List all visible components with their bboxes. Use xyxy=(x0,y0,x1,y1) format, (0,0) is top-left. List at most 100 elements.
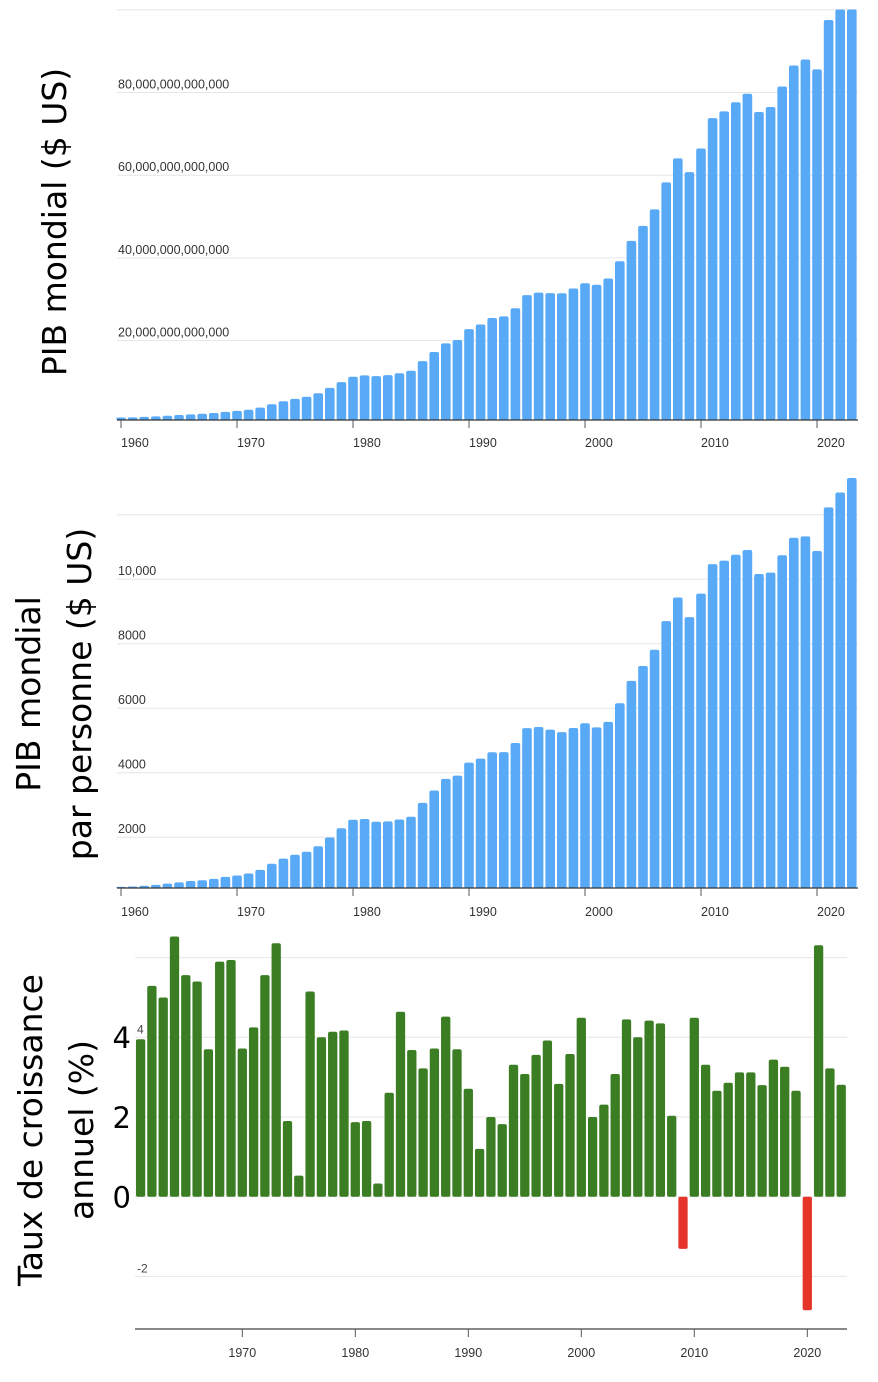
bar-2015 xyxy=(754,574,764,888)
bar-2010 xyxy=(696,593,706,888)
bar-1975 xyxy=(290,398,300,420)
growth-rate-chart: -2024197019801990200020102020024 xyxy=(113,936,847,1360)
bar-2003 xyxy=(610,1073,620,1197)
bar-1997 xyxy=(545,293,555,420)
bar-2007 xyxy=(655,1023,666,1197)
bar-2003 xyxy=(615,703,625,888)
bar-1992 xyxy=(487,318,497,420)
y-tick-label: 80,000,000,000,000 xyxy=(118,78,229,92)
bar-1966 xyxy=(185,881,196,888)
bar-2016 xyxy=(765,107,776,420)
bar-1963 xyxy=(158,997,168,1197)
bar-2015 xyxy=(746,1072,756,1197)
bar-1963 xyxy=(151,416,161,420)
bar-1989 xyxy=(452,340,463,420)
bar-1973 xyxy=(271,943,281,1197)
bar-1995 xyxy=(522,295,532,420)
bar-1996 xyxy=(533,727,544,888)
bar-2002 xyxy=(599,1104,609,1197)
bar-2000 xyxy=(580,283,590,420)
bar-2008 xyxy=(667,1115,677,1197)
bar-2021 xyxy=(823,507,834,888)
bar-1982 xyxy=(371,376,381,420)
bar-1972 xyxy=(255,869,265,888)
x-tick-label: 2020 xyxy=(817,905,845,919)
bar-1978 xyxy=(325,387,335,420)
gdp-chart-ylabel: PIB mondial ($ US) xyxy=(35,68,74,376)
bar-1991 xyxy=(475,324,486,420)
bar-2005 xyxy=(638,665,648,888)
bar-2011 xyxy=(700,1064,711,1197)
bar-1985 xyxy=(406,370,416,420)
bar-1979 xyxy=(336,382,347,420)
x-tick-label: 2000 xyxy=(567,1346,595,1360)
bar-1999 xyxy=(568,728,579,888)
y-tick-label: 4000 xyxy=(118,758,146,772)
bar-1969 xyxy=(220,876,231,888)
x-tick-label: 2000 xyxy=(585,436,613,450)
x-tick-label: 1990 xyxy=(469,436,497,450)
bar-2022 xyxy=(835,492,845,888)
bar-1973 xyxy=(267,863,277,888)
bar-2017 xyxy=(777,86,787,421)
x-tick-label: 1970 xyxy=(228,1346,256,1360)
bar-1970 xyxy=(232,410,242,420)
bar-2021 xyxy=(823,20,834,420)
bar-2020 xyxy=(812,69,822,420)
bar-1977 xyxy=(313,393,323,420)
bar-1967 xyxy=(197,413,207,420)
bar-1979 xyxy=(339,1030,349,1197)
bar-1960 xyxy=(116,417,126,420)
bar-1986 xyxy=(418,1068,428,1197)
bar-2006 xyxy=(649,209,660,420)
bar-1987 xyxy=(429,352,439,420)
bar-1975 xyxy=(294,1175,304,1197)
bar-2012 xyxy=(712,1090,722,1197)
bar-1996 xyxy=(531,1054,541,1197)
x-tick-label: 2010 xyxy=(680,1346,708,1360)
bar-2016 xyxy=(757,1085,767,1197)
bar-1992 xyxy=(486,1117,496,1197)
bar-2018 xyxy=(789,65,799,421)
bar-1994 xyxy=(510,308,521,420)
bar-2012 xyxy=(719,560,729,888)
bar-2023 xyxy=(847,477,857,888)
bar-1984 xyxy=(394,373,405,420)
bar-2011 xyxy=(707,564,718,888)
bar-1966 xyxy=(185,414,196,420)
y-tick-label: 6000 xyxy=(118,693,146,707)
bar-2018 xyxy=(780,1066,790,1197)
bar-1986 xyxy=(417,802,428,888)
growth-ylabel-line1: Taux de croissance xyxy=(11,974,50,1287)
x-tick-label: 1960 xyxy=(121,436,149,450)
bar-2014 xyxy=(734,1072,745,1197)
bar-1994 xyxy=(510,743,521,888)
bar-2023 xyxy=(836,1084,846,1197)
bar-1968 xyxy=(215,961,225,1197)
bar-2004 xyxy=(626,680,637,888)
y-tick-label: 8000 xyxy=(118,629,146,643)
bar-1978 xyxy=(328,1031,338,1197)
bar-1967 xyxy=(197,880,207,888)
bar-2000 xyxy=(580,723,590,888)
bar-1999 xyxy=(568,288,579,420)
bar-2009 xyxy=(678,1196,688,1249)
x-tick-label: 1980 xyxy=(353,436,381,450)
bar-1967 xyxy=(203,1049,214,1197)
y-tick-label: 20,000,000,000,000 xyxy=(118,326,229,340)
bar-1983 xyxy=(383,375,393,420)
bar-2015 xyxy=(754,112,764,420)
bar-2006 xyxy=(644,1020,654,1197)
bar-1982 xyxy=(373,1183,383,1197)
bar-2010 xyxy=(689,1017,699,1197)
bar-2016 xyxy=(765,572,776,888)
bar-1968 xyxy=(209,878,219,888)
bar-1977 xyxy=(313,846,323,888)
x-tick-label: 1970 xyxy=(237,905,265,919)
bar-2022 xyxy=(835,9,845,420)
bar-1988 xyxy=(441,343,451,420)
bar-1977 xyxy=(316,1037,327,1197)
bar-1993 xyxy=(497,1124,507,1197)
bar-2017 xyxy=(777,555,787,888)
